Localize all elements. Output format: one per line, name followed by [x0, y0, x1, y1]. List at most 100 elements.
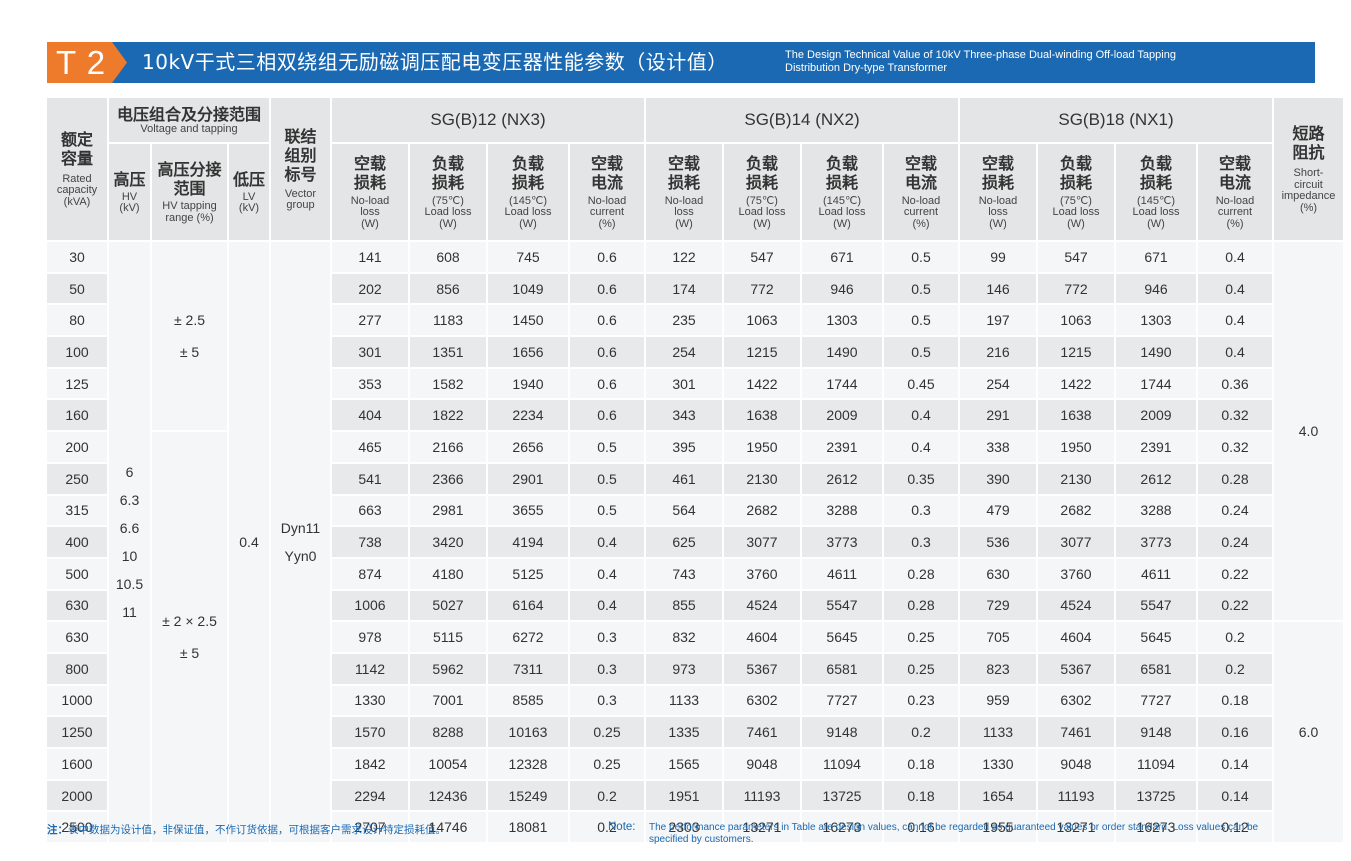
table-cell: 13725 [802, 780, 882, 811]
table-cell: 353 [332, 368, 408, 399]
subheader-en2: current [903, 206, 939, 219]
table-cell: 1133 [646, 685, 722, 716]
table-cell: 277 [332, 305, 408, 336]
subheader-en1: No-load [664, 194, 704, 207]
table-cell: 0.3 [884, 495, 958, 526]
tap-range-value: ± 2 × 2.5 [162, 613, 217, 630]
table-cell: 5027 [410, 590, 486, 621]
tap-range-value: ± 5 [179, 344, 200, 361]
table-cell: 1351 [410, 337, 486, 367]
header-group-sgb18: SG(B)18 (NX1) [960, 98, 1272, 142]
subheader-cn1: 负载 [431, 153, 464, 173]
table-cell: 338 [960, 432, 1036, 462]
rated-capacity-cell: 630 [47, 590, 107, 621]
table-cell: 1490 [1116, 337, 1196, 367]
table-cell: 6302 [1038, 685, 1114, 716]
rated-capacity-cell: 1600 [47, 749, 107, 779]
table-cell: 3655 [488, 495, 568, 526]
subheader-cn2: 损耗 [1059, 172, 1092, 192]
table-cell: 7461 [1038, 717, 1114, 747]
table-cell: 0.25 [570, 717, 644, 747]
subheader-en1: (75℃) [746, 194, 778, 207]
table-cell: 2166 [410, 432, 486, 462]
hv-value: 6.6 [119, 520, 140, 537]
table-cell: 7001 [410, 685, 486, 716]
table-cell: 9048 [1038, 749, 1114, 779]
subheader-cell: 空载 损耗 No-load loss (W) [646, 144, 722, 240]
hv-value: 6 [125, 464, 134, 481]
table-cell: 1049 [488, 273, 568, 304]
table-cell: 973 [646, 653, 722, 684]
table-cell: 343 [646, 400, 722, 431]
table-cell: 174 [646, 273, 722, 304]
table-cell: 10054 [410, 749, 486, 779]
table-cell: 2130 [724, 463, 800, 494]
table-cell: 0.2 [1198, 653, 1272, 684]
subheader-en1: (75℃) [1060, 194, 1092, 207]
hv-value: 6.3 [119, 492, 140, 509]
table-cell: 2130 [1038, 463, 1114, 494]
table-cell: 7727 [1116, 685, 1196, 716]
table-cell: 5547 [802, 590, 882, 621]
header-voltage-en: Voltage and tapping [140, 122, 238, 135]
table-cell: 3773 [1116, 527, 1196, 557]
table-cell: 772 [724, 273, 800, 304]
table-cell: 291 [960, 400, 1036, 431]
table-cell: 1940 [488, 368, 568, 399]
table-cell: 2612 [802, 463, 882, 494]
rated-capacity-cell: 800 [47, 653, 107, 684]
table-cell: 2901 [488, 463, 568, 494]
table-cell: 1330 [960, 749, 1036, 779]
table-cell: 0.28 [884, 590, 958, 621]
note-en-label: Note: [608, 821, 636, 833]
table-cell: 0.5 [570, 463, 644, 494]
table-cell: 11094 [1116, 749, 1196, 779]
page-title-en-line1: The Design Technical Value of 10kV Three… [785, 49, 1176, 61]
title-banner: T 2 10kV干式三相双绕组无励磁调压配电变压器性能参数（设计值） The D… [47, 42, 1315, 83]
table-cell: 946 [802, 273, 882, 304]
table-cell: 1570 [332, 717, 408, 747]
table-cell: 0.22 [1198, 558, 1272, 589]
table-cell: 461 [646, 463, 722, 494]
table-cell: 4524 [1038, 590, 1114, 621]
subheader-cn1: 空载 [667, 153, 700, 173]
subheader-cn1: 空载 [904, 153, 937, 173]
table-cell: 146 [960, 273, 1036, 304]
subheader-cn2: 损耗 [745, 172, 778, 192]
table-cell: 0.4 [1198, 242, 1272, 272]
table-cell: 959 [960, 685, 1036, 716]
table-cell: 6581 [1116, 653, 1196, 684]
table-cell: 1006 [332, 590, 408, 621]
subheader-cn1: 负载 [1059, 153, 1092, 173]
table-cell: 1656 [488, 337, 568, 367]
subheader-en3: (W) [1147, 217, 1165, 230]
subheader-cell: 负载 损耗 (75℃) Load loss (W) [1038, 144, 1114, 240]
table-cell: 547 [1038, 242, 1114, 272]
subheader-en1: No-load [901, 194, 941, 207]
table-cell: 6581 [802, 653, 882, 684]
hv-value: 10.5 [115, 576, 144, 593]
table-cell: 823 [960, 653, 1036, 684]
subheader-en2: current [1217, 206, 1253, 219]
table-cell: 1955 [960, 812, 1036, 843]
table-cell: 4194 [488, 527, 568, 557]
table-cell: 2234 [488, 400, 568, 431]
table-cell: 1142 [332, 653, 408, 684]
table-cell: 4604 [1038, 622, 1114, 652]
table-cell: 10163 [488, 717, 568, 747]
table-cell: 1654 [960, 780, 1036, 811]
table-cell: 564 [646, 495, 722, 526]
header-voltage-tapping: 电压组合及分接范围 Voltage and tapping [109, 98, 269, 142]
subheader-cn1: 空载 [353, 153, 386, 173]
table-cell: 0.6 [570, 337, 644, 367]
subheader-cn1: 负载 [1139, 153, 1172, 173]
header-rated-cn1: 额定 [60, 129, 93, 149]
impedance-value: 6.0 [1298, 724, 1319, 741]
subheader-en3: (W) [989, 217, 1007, 230]
table-cell: 216 [960, 337, 1036, 367]
table-cell: 0.18 [884, 749, 958, 779]
table-cell: 0.6 [570, 400, 644, 431]
table-cell: 13725 [1116, 780, 1196, 811]
table-tag: T 2 [47, 42, 127, 83]
subheader-cn1: 空载 [590, 153, 623, 173]
